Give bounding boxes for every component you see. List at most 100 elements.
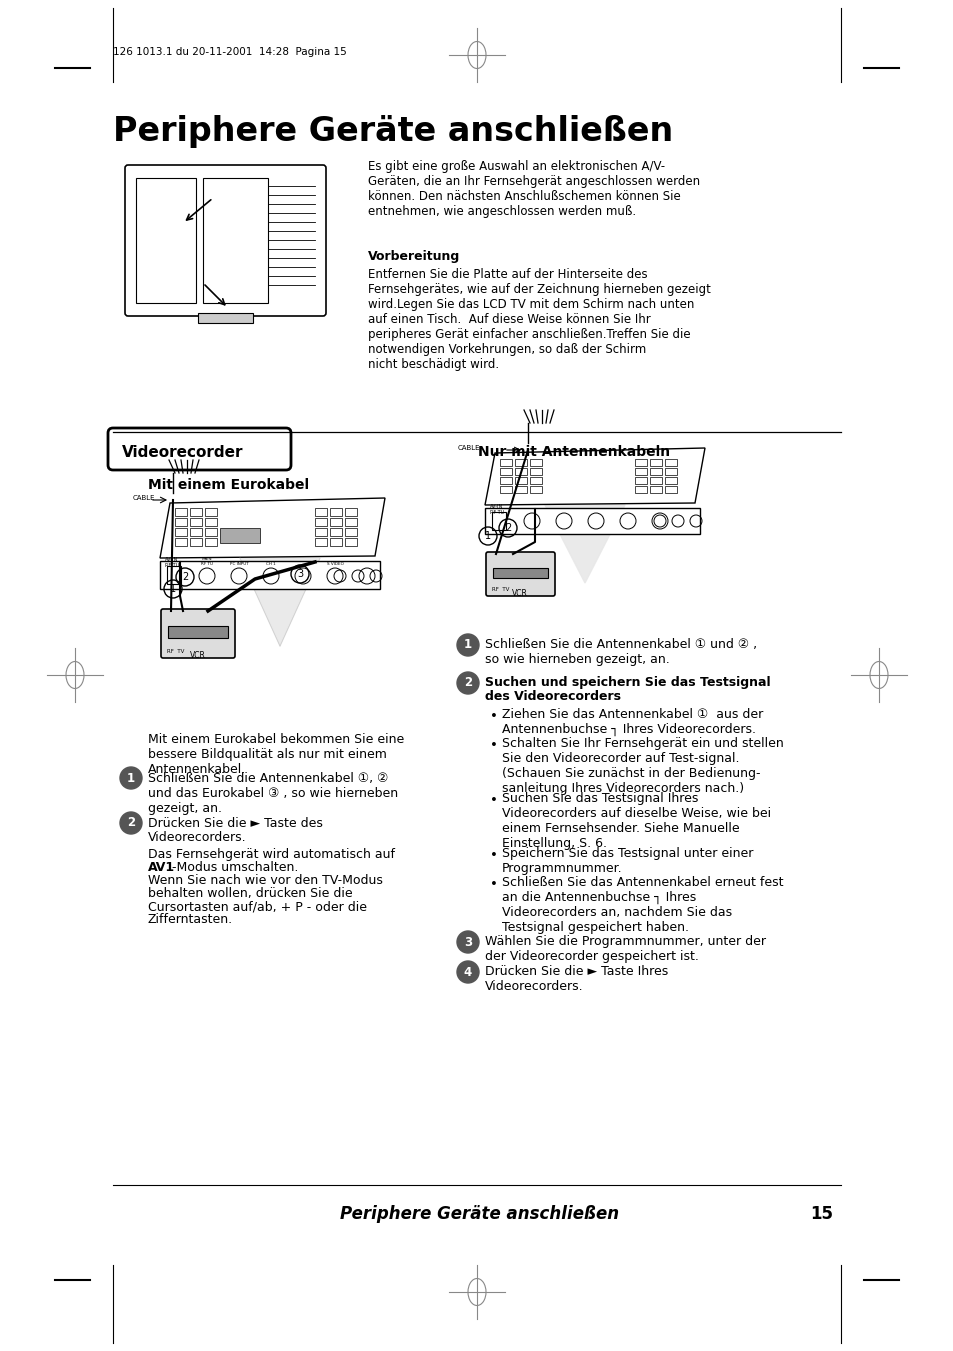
Circle shape xyxy=(456,671,478,694)
Text: Wenn Sie nach wie vor den TV-Modus: Wenn Sie nach wie vor den TV-Modus xyxy=(148,874,382,888)
Text: Cursortasten auf/ab, + P - oder die: Cursortasten auf/ab, + P - oder die xyxy=(148,900,367,913)
Bar xyxy=(664,486,677,493)
Bar xyxy=(160,561,379,589)
Text: des Videorecorders: des Videorecorders xyxy=(484,690,620,703)
Bar xyxy=(515,467,526,476)
Text: Schließen Sie die Antennenkabel ① und ② ,
so wie hierneben gezeigt, an.: Schließen Sie die Antennenkabel ① und ② … xyxy=(484,638,757,666)
Text: •: • xyxy=(490,711,497,723)
Bar xyxy=(345,528,356,536)
Text: 2: 2 xyxy=(504,523,511,534)
Circle shape xyxy=(456,634,478,657)
Text: Entfernen Sie die Platte auf der Hinterseite des
Fernsehgerätes, wie auf der Zei: Entfernen Sie die Platte auf der Hinters… xyxy=(368,267,710,372)
Text: 2: 2 xyxy=(182,571,188,582)
Bar xyxy=(314,528,327,536)
Text: MAIN
RF TU: MAIN RF TU xyxy=(201,558,213,566)
Bar xyxy=(499,477,512,484)
Bar xyxy=(220,528,260,543)
Circle shape xyxy=(456,961,478,984)
Bar xyxy=(649,459,661,466)
Bar xyxy=(664,467,677,476)
Text: Drücken Sie die ► Taste des: Drücken Sie die ► Taste des xyxy=(148,817,322,830)
Bar xyxy=(635,477,646,484)
Bar xyxy=(314,538,327,546)
Text: 2: 2 xyxy=(127,816,135,830)
Bar xyxy=(515,477,526,484)
Text: Nur mit Antennenkabeln: Nur mit Antennenkabeln xyxy=(477,444,669,459)
Text: 1: 1 xyxy=(170,584,176,594)
Text: Videorecorder: Videorecorder xyxy=(122,444,243,459)
Text: AV1: AV1 xyxy=(148,861,175,874)
FancyBboxPatch shape xyxy=(125,165,326,316)
Text: •: • xyxy=(490,878,497,892)
Bar xyxy=(499,486,512,493)
Text: Mit einem Eurokabel bekommen Sie eine
bessere Bildqualität als nur mit einem
Ant: Mit einem Eurokabel bekommen Sie eine be… xyxy=(148,734,404,775)
Bar xyxy=(190,528,202,536)
Bar xyxy=(314,508,327,516)
Bar xyxy=(205,538,216,546)
Text: Drücken Sie die ► Taste Ihres
Videorecorders.: Drücken Sie die ► Taste Ihres Videorecor… xyxy=(484,965,667,993)
Bar xyxy=(190,538,202,546)
Text: AV-IN
RF TU: AV-IN RF TU xyxy=(165,557,179,567)
Text: Mit einem Eurokabel: Mit einem Eurokabel xyxy=(148,478,309,492)
Bar xyxy=(530,477,541,484)
Text: Schließen Sie die Antennenkabel ①, ②
und das Eurokabel ③ , so wie hierneben
geze: Schließen Sie die Antennenkabel ①, ② und… xyxy=(148,771,397,815)
Bar xyxy=(174,528,187,536)
Bar xyxy=(205,508,216,516)
Text: behalten wollen, drücken Sie die: behalten wollen, drücken Sie die xyxy=(148,888,353,900)
Text: •: • xyxy=(490,794,497,807)
Bar xyxy=(136,178,195,303)
Text: Es gibt eine große Auswahl an elektronischen A/V-
Geräten, die an Ihr Fernsehger: Es gibt eine große Auswahl an elektronis… xyxy=(368,159,700,218)
Text: Das Fernsehgerät wird automatisch auf: Das Fernsehgerät wird automatisch auf xyxy=(148,848,395,861)
Bar xyxy=(203,178,268,303)
Polygon shape xyxy=(160,499,385,558)
Text: 1: 1 xyxy=(484,531,491,540)
Polygon shape xyxy=(544,505,624,584)
Circle shape xyxy=(456,931,478,952)
Text: Ziehen Sie das Antennenkabel ①  aus der
Antennenbuchse ┐ Ihres Videorecorders.: Ziehen Sie das Antennenkabel ① aus der A… xyxy=(501,708,762,736)
Bar xyxy=(649,477,661,484)
Text: 126 1013.1 du 20-11-2001  14:28  Pagina 15: 126 1013.1 du 20-11-2001 14:28 Pagina 15 xyxy=(112,47,346,57)
Text: Schließen Sie das Antennenkabel erneut fest
an die Antennenbuchse ┐ Ihres
Videor: Schließen Sie das Antennenkabel erneut f… xyxy=(501,875,782,935)
Circle shape xyxy=(120,812,142,834)
Circle shape xyxy=(120,767,142,789)
Text: Suchen und speichern Sie das Testsignal: Suchen und speichern Sie das Testsignal xyxy=(484,676,770,689)
Text: 3: 3 xyxy=(463,935,472,948)
Bar xyxy=(168,626,228,638)
Text: PC INPUT: PC INPUT xyxy=(230,562,248,566)
Bar xyxy=(167,566,181,584)
Text: CH 1: CH 1 xyxy=(266,562,275,566)
Text: RF  TV: RF TV xyxy=(167,648,184,654)
Bar xyxy=(190,517,202,526)
Bar xyxy=(530,459,541,466)
Text: Zifferntasten.: Zifferntasten. xyxy=(148,913,233,925)
Bar xyxy=(174,508,187,516)
Polygon shape xyxy=(484,449,704,505)
Bar xyxy=(190,508,202,516)
Text: 1: 1 xyxy=(127,771,135,785)
Bar xyxy=(664,477,677,484)
Text: VCR: VCR xyxy=(190,651,206,661)
Text: Suchen Sie das Testsignal Ihres
Videorecorders auf dieselbe Weise, wie bei
einem: Suchen Sie das Testsignal Ihres Videorec… xyxy=(501,792,770,850)
Bar xyxy=(345,508,356,516)
Text: 2: 2 xyxy=(463,677,472,689)
FancyBboxPatch shape xyxy=(161,609,234,658)
Bar xyxy=(530,467,541,476)
Text: RF  TV: RF TV xyxy=(492,586,509,592)
Text: Videorecorders.: Videorecorders. xyxy=(148,831,247,844)
FancyBboxPatch shape xyxy=(108,428,291,470)
Text: Periphere Geräte anschließen: Periphere Geräte anschließen xyxy=(339,1205,618,1223)
Text: 1: 1 xyxy=(463,639,472,651)
Bar xyxy=(635,467,646,476)
Bar xyxy=(492,512,505,530)
Text: CABLE: CABLE xyxy=(132,494,155,501)
Text: 3: 3 xyxy=(296,569,303,580)
Text: 4: 4 xyxy=(463,966,472,978)
Bar xyxy=(499,459,512,466)
FancyBboxPatch shape xyxy=(485,553,555,596)
Text: •: • xyxy=(490,848,497,862)
Text: Schalten Sie Ihr Fernsehgerät ein und stellen
Sie den Videorecorder auf Test-sig: Schalten Sie Ihr Fernsehgerät ein und st… xyxy=(501,738,783,794)
Text: AV-IN
RF TU: AV-IN RF TU xyxy=(490,504,503,515)
Bar xyxy=(493,567,547,578)
Bar xyxy=(635,459,646,466)
Text: CABLE: CABLE xyxy=(457,444,480,451)
